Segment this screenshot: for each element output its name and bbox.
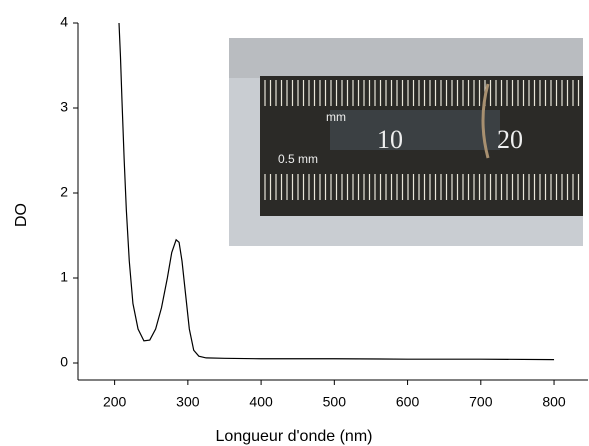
x-tick-label: 200: [103, 394, 127, 410]
inset-label: 0.5 mm: [278, 152, 318, 166]
x-tick-label: 800: [542, 394, 566, 410]
x-tick-label: 400: [249, 394, 273, 410]
data-line: [118, 22, 555, 361]
inset-label: 10: [377, 125, 403, 154]
y-tick-label: 0: [60, 354, 68, 370]
x-tick-label: 500: [323, 394, 347, 410]
inset-label: 20: [497, 125, 523, 154]
y-tick-label: 3: [60, 99, 68, 115]
x-axis-label: Longueur d'onde (nm): [216, 428, 373, 445]
inset-label: mm: [326, 110, 346, 124]
y-tick-label: 2: [60, 184, 68, 200]
x-tick-label: 300: [176, 394, 200, 410]
y-tick-label: 4: [60, 14, 68, 30]
inset-photo: [229, 38, 583, 246]
x-tick-label: 600: [396, 394, 420, 410]
x-tick-label: 700: [469, 394, 493, 410]
y-axis-label: DO: [13, 203, 30, 227]
y-tick-label: 1: [60, 269, 68, 285]
